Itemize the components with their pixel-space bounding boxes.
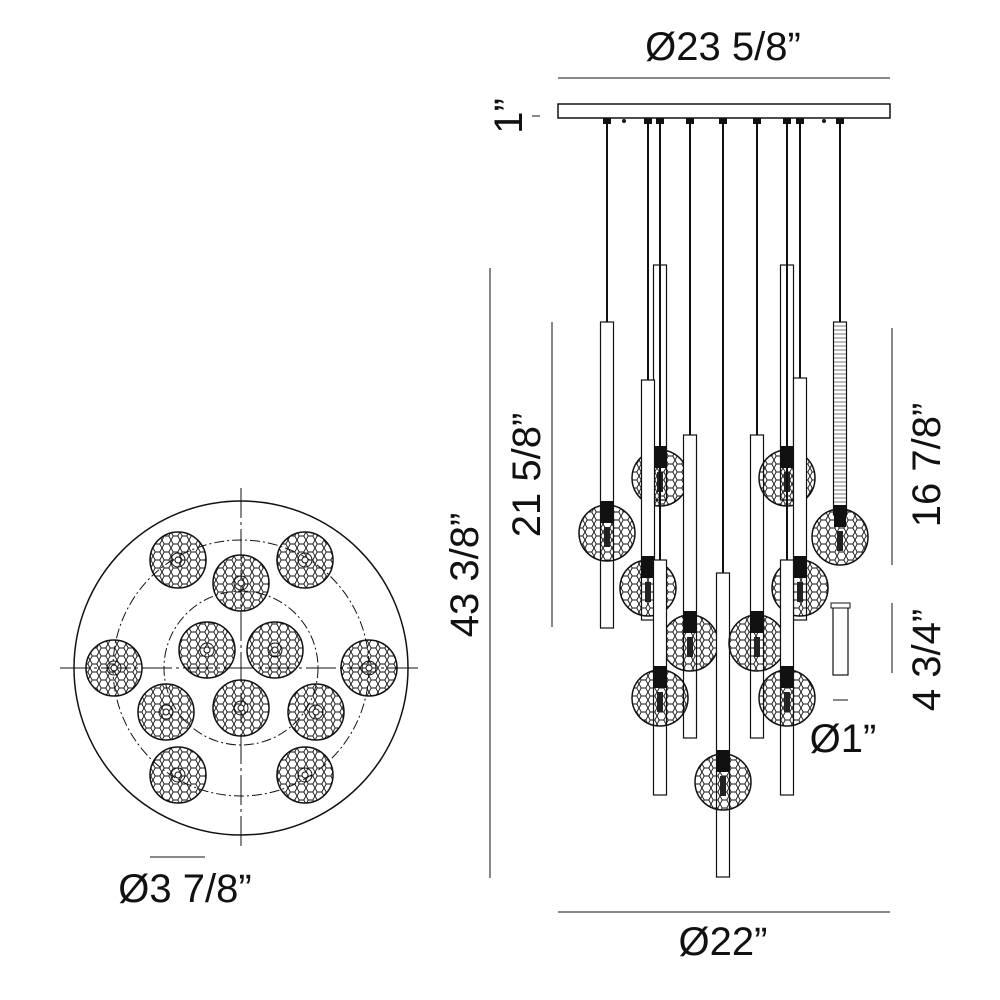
globe-socket bbox=[684, 611, 696, 633]
globe-lamp bbox=[754, 637, 760, 657]
globe-socket-center bbox=[174, 556, 182, 564]
plan-view bbox=[60, 488, 422, 848]
cable-gripper bbox=[796, 118, 804, 124]
overall-height-label: 43 3/8” bbox=[443, 513, 487, 638]
mounting-screw bbox=[822, 119, 826, 123]
globe-socket bbox=[267, 642, 283, 658]
globe-socket-center bbox=[365, 664, 373, 672]
tube-detail-cap bbox=[830, 602, 851, 609]
elevation-view bbox=[557, 103, 891, 878]
upper-drop-label: 16 7/8” bbox=[905, 403, 949, 528]
globe-lamp bbox=[687, 637, 693, 657]
globe-socket-center bbox=[312, 708, 320, 716]
cable-gripper bbox=[603, 118, 611, 124]
globe-socket bbox=[170, 767, 186, 783]
globe-socket-center bbox=[110, 664, 118, 672]
globe-socket-center bbox=[162, 708, 170, 716]
globe-socket-center bbox=[301, 556, 309, 564]
tube-length-label: 4 3/4” bbox=[905, 609, 949, 711]
tube-diameter-label: Ø1” bbox=[810, 717, 877, 761]
globe-socket-center bbox=[237, 704, 245, 712]
globe-socket bbox=[717, 750, 729, 772]
globe-socket-center bbox=[203, 646, 211, 654]
globe-socket bbox=[781, 666, 793, 688]
globe-diameter-label: Ø3 7/8” bbox=[118, 867, 251, 911]
globe-socket bbox=[751, 611, 763, 633]
globe-socket bbox=[601, 501, 613, 523]
globe-socket-center bbox=[174, 771, 182, 779]
canopy bbox=[557, 103, 891, 119]
globe-lamp bbox=[720, 776, 726, 796]
fixture-diameter-label: Ø22” bbox=[679, 920, 768, 964]
canopy-diameter-label: Ø23 5/8” bbox=[645, 25, 801, 69]
globe-socket bbox=[834, 505, 846, 527]
globe-socket bbox=[654, 666, 666, 688]
cable-gripper bbox=[753, 118, 761, 124]
globe-lamp bbox=[797, 582, 803, 602]
canopy-height-label: 1” bbox=[487, 98, 531, 134]
cable-gripper bbox=[656, 118, 664, 124]
short-drop-label: 21 5/8” bbox=[505, 413, 549, 538]
globe-socket bbox=[233, 700, 249, 716]
globe-socket bbox=[170, 552, 186, 568]
cable-gripper bbox=[686, 118, 694, 124]
globe-lamp bbox=[837, 531, 843, 551]
globe-socket bbox=[361, 660, 377, 676]
globe-socket bbox=[308, 704, 324, 720]
cable-gripper bbox=[644, 118, 652, 124]
globe-socket bbox=[199, 642, 215, 658]
globe-socket bbox=[297, 552, 313, 568]
cable-gripper bbox=[836, 118, 844, 124]
glass-tube bbox=[599, 321, 615, 629]
globe-socket bbox=[106, 660, 122, 676]
glass-tube bbox=[715, 572, 731, 878]
cable-gripper bbox=[783, 118, 791, 124]
globe-socket bbox=[158, 704, 174, 720]
globe-socket-center bbox=[237, 579, 245, 587]
dimension-lines bbox=[150, 77, 893, 913]
globe-socket bbox=[794, 556, 806, 578]
globe-lamp bbox=[604, 527, 610, 547]
tube-detail bbox=[832, 604, 849, 676]
globe-socket bbox=[297, 767, 313, 783]
cable-gripper bbox=[719, 118, 727, 124]
mounting-screw bbox=[622, 119, 626, 123]
globe-socket-center bbox=[271, 646, 279, 654]
globe-socket bbox=[233, 575, 249, 591]
globe-socket-center bbox=[301, 771, 309, 779]
globe-lamp bbox=[645, 582, 651, 602]
globe-socket bbox=[642, 556, 654, 578]
globe-lamp bbox=[784, 692, 790, 712]
globe-lamp bbox=[657, 692, 663, 712]
